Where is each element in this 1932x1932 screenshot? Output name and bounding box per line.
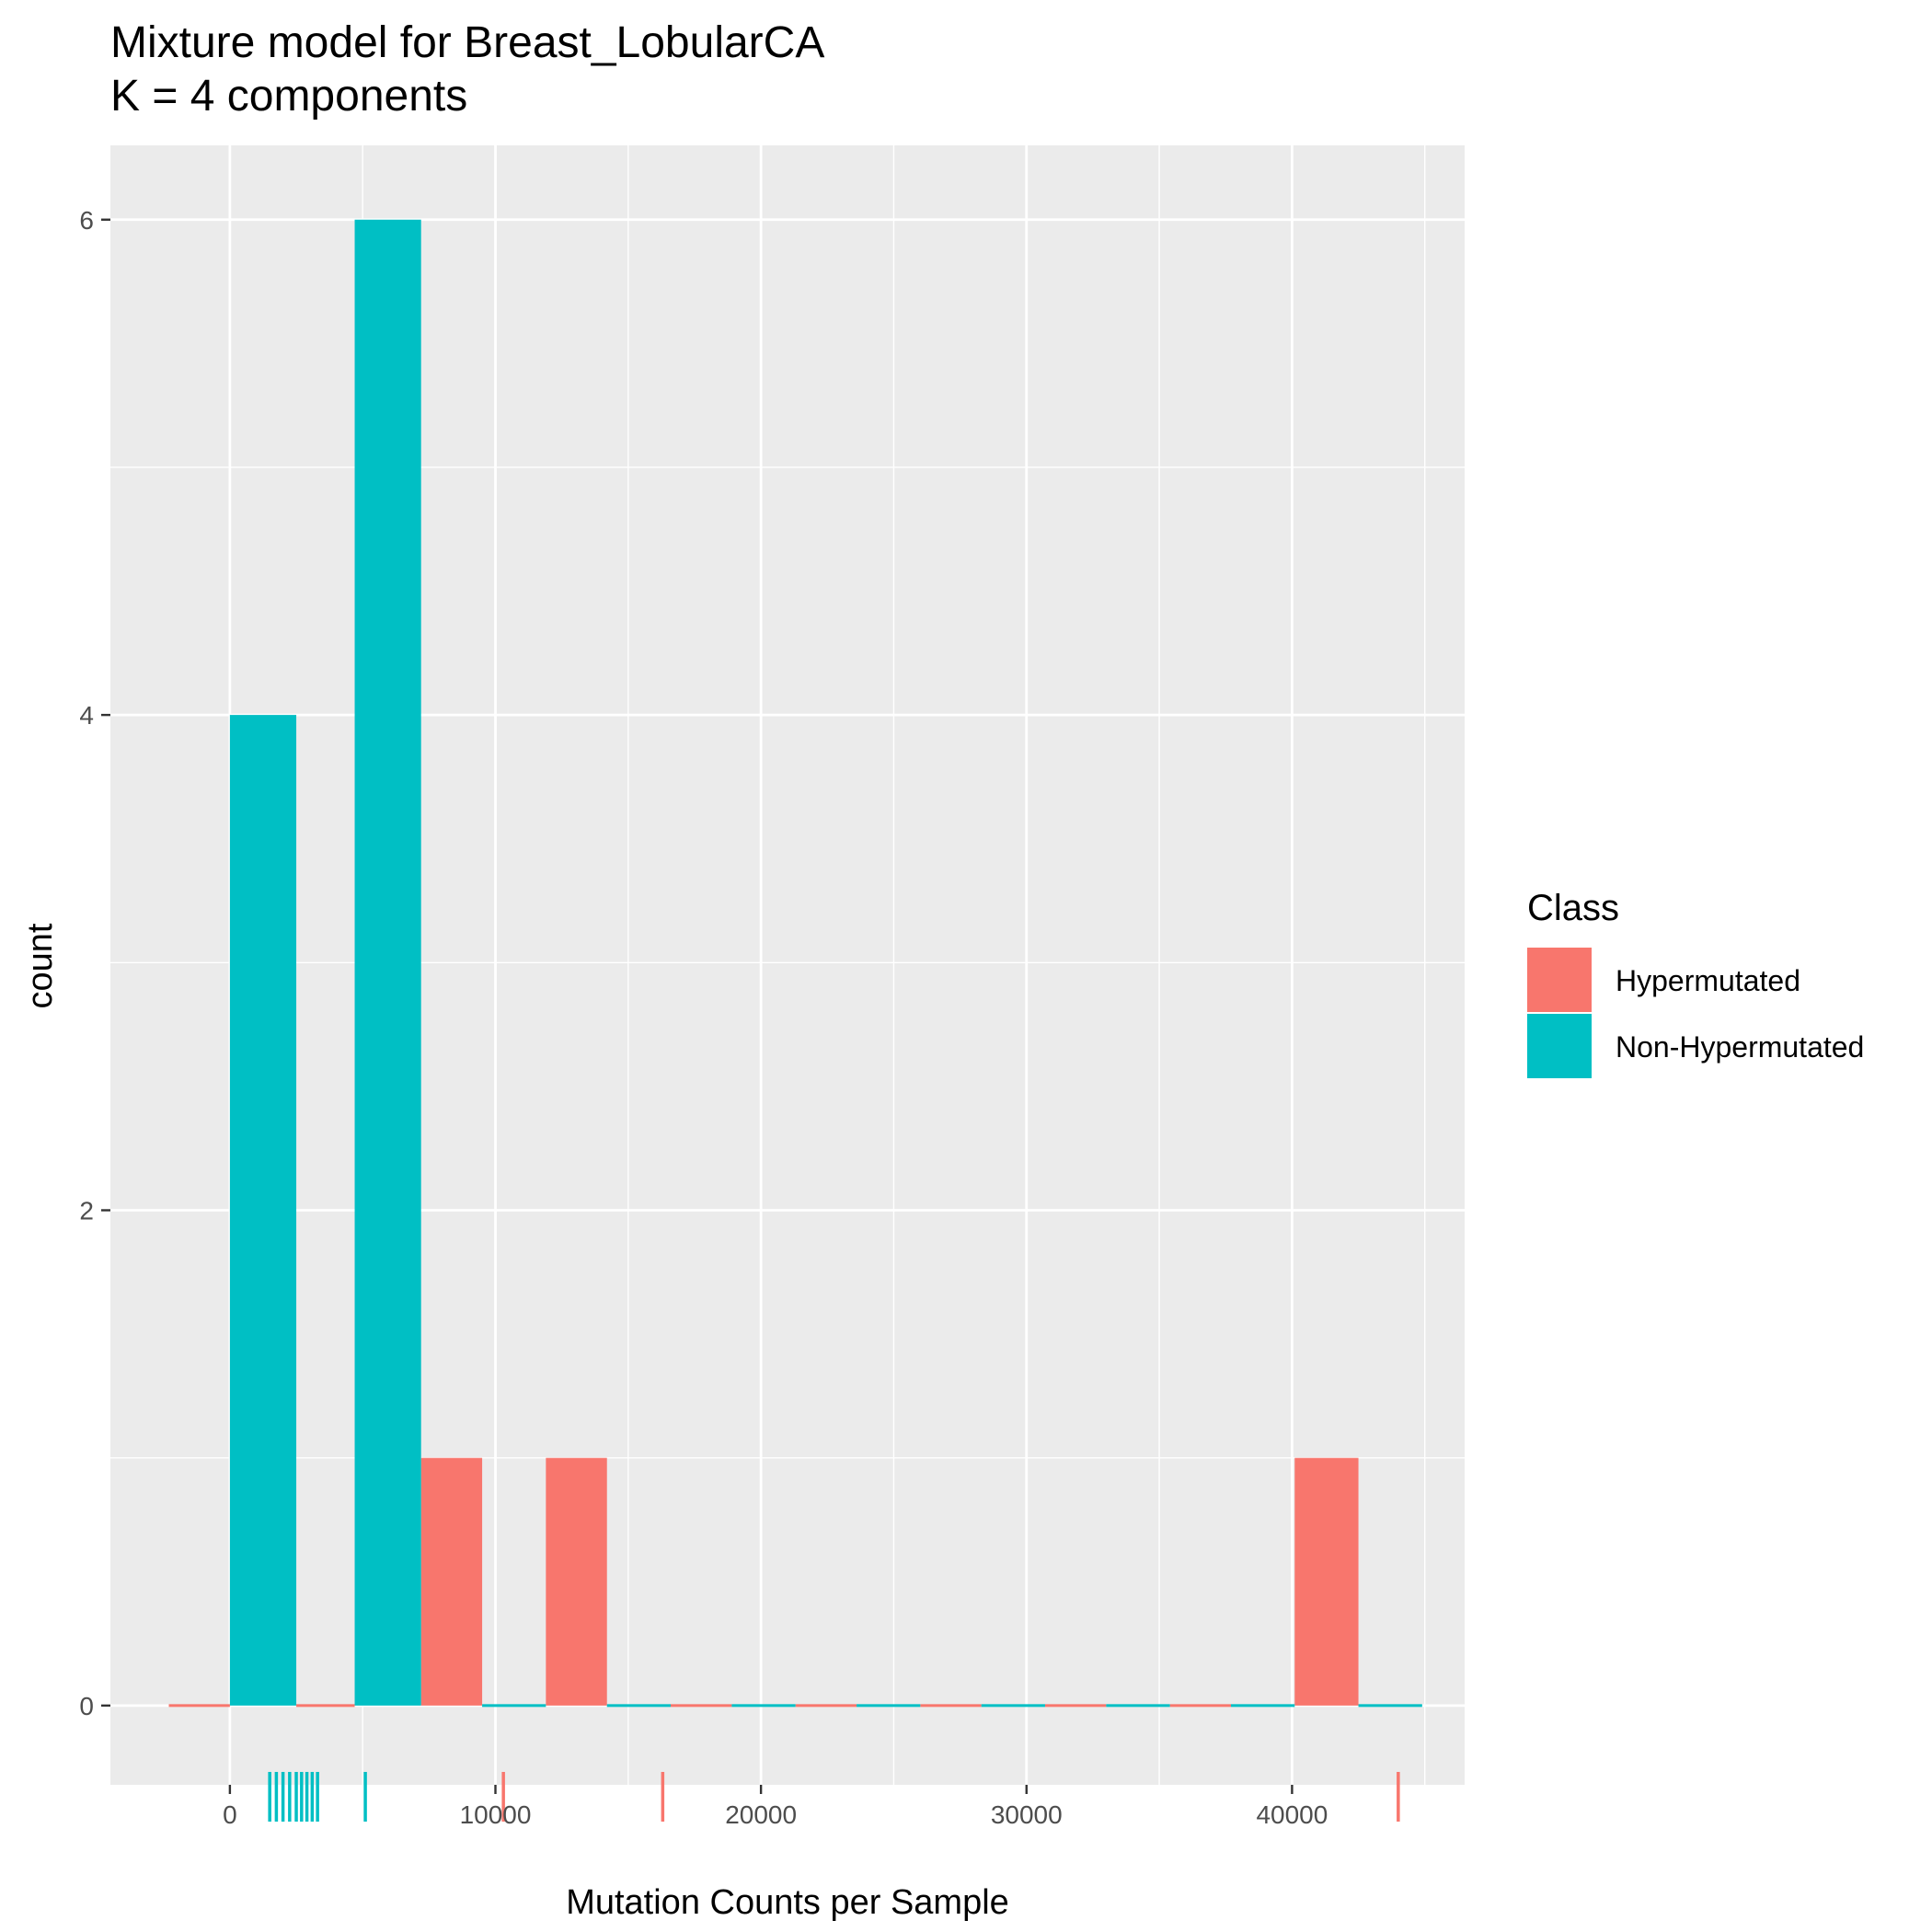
histogram-bar (296, 1704, 355, 1708)
histogram-bar (731, 1704, 796, 1708)
x-tick-label: 0 (223, 1800, 237, 1829)
histogram-bar (1231, 1704, 1295, 1708)
y-tick-label: 0 (79, 1692, 94, 1720)
legend-label-non-hypermutated: Non-Hypermutated (1616, 1030, 1864, 1064)
histogram-bar (1106, 1704, 1170, 1708)
legend-label-hypermutated: Hypermutated (1616, 964, 1800, 997)
legend-swatch-non-hypermutated (1527, 1014, 1592, 1078)
legend-title: Class (1527, 888, 1619, 928)
y-tick-label: 4 (79, 701, 94, 730)
y-axis-title: count (21, 923, 60, 1008)
legend: Class Hypermutated Non-Hypermutated (1527, 888, 1864, 1078)
x-tick-label: 10000 (460, 1800, 532, 1829)
x-tick-label: 20000 (725, 1800, 797, 1829)
histogram-bar (857, 1704, 921, 1708)
histogram-bar (671, 1704, 732, 1708)
y-tick-label: 2 (79, 1196, 94, 1225)
histogram-bars (168, 219, 1422, 1708)
rug-marks (268, 1772, 1400, 1822)
histogram-bar (1294, 1457, 1359, 1706)
chart-title: Mixture model for Breast_LobularCA (110, 18, 824, 67)
histogram-bar (795, 1704, 857, 1708)
histogram-bar (420, 1457, 483, 1706)
histogram-bar (482, 1704, 546, 1708)
histogram-bar (229, 715, 297, 1706)
x-tick-label: 30000 (991, 1800, 1063, 1829)
x-axis-title: Mutation Counts per Sample (566, 1883, 1009, 1922)
y-tick-label: 6 (79, 206, 94, 235)
chart-subtitle: K = 4 components (110, 72, 467, 121)
histogram-bar (920, 1704, 982, 1708)
histogram-bar (981, 1704, 1045, 1708)
histogram-bar (1044, 1704, 1107, 1708)
x-axis: 0 10000 20000 30000 40000 (223, 1785, 1328, 1829)
y-axis: 0 2 4 6 (79, 206, 110, 1720)
histogram-bar (1358, 1704, 1422, 1708)
histogram-bar (1169, 1704, 1232, 1708)
x-tick-label: 40000 (1256, 1800, 1328, 1829)
histogram-bar (606, 1704, 672, 1708)
histogram-bar (168, 1704, 230, 1708)
legend-swatch-hypermutated (1527, 948, 1592, 1012)
plot-panel (110, 145, 1465, 1785)
histogram-bar (354, 219, 421, 1706)
histogram-bar (546, 1457, 607, 1706)
